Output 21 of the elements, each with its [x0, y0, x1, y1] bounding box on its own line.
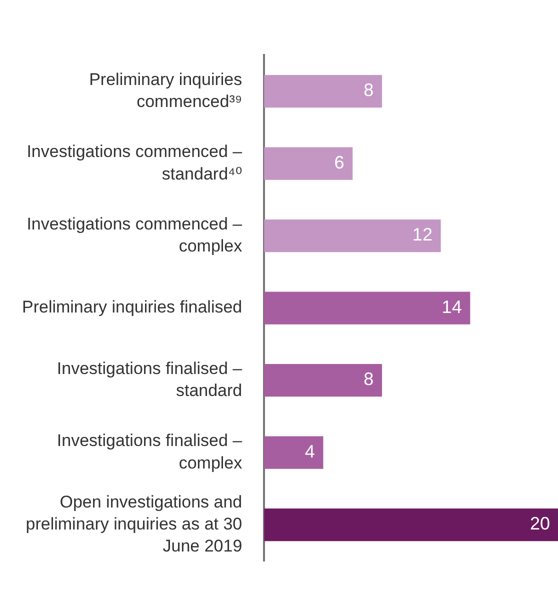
y-tick-label: Open investigations and preliminary inquiries as at 30 June 2019 — [26, 492, 242, 556]
y-tick-label: Investigations finalised – standard — [56, 358, 243, 400]
y-tick-label: Investigations finalised – complex — [56, 431, 243, 472]
data-label: 6 — [334, 152, 344, 172]
data-label: 8 — [364, 80, 374, 100]
data-label: 14 — [442, 296, 462, 317]
data-label: 8 — [364, 369, 374, 390]
data-label: 20 — [530, 514, 550, 534]
bar — [264, 147, 353, 180]
y-tick-label: Investigations commenced – complex — [26, 214, 243, 256]
y-tick-label: Preliminary inquiries finalised — [22, 298, 242, 317]
bar — [264, 436, 324, 469]
data-label: 12 — [412, 224, 432, 245]
y-tick-label: Preliminary inquiries commenced³⁹ — [89, 70, 242, 112]
bar — [264, 74, 382, 108]
bar — [264, 364, 382, 397]
bar — [264, 292, 470, 324]
bar — [264, 508, 558, 542]
bar — [264, 219, 441, 252]
y-tick-label: Investigations commenced – standard⁴⁰ — [26, 142, 243, 184]
data-label: 4 — [304, 441, 315, 462]
